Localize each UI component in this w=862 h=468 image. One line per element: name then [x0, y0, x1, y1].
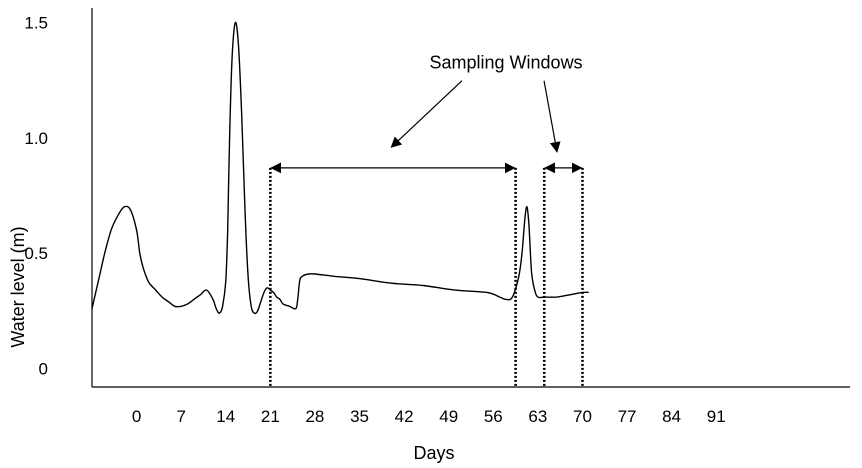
- x-tick-label: 63: [528, 407, 547, 426]
- x-tick-label: 49: [439, 407, 458, 426]
- y-tick-label: 0: [39, 360, 48, 379]
- x-tick-label: 7: [176, 407, 185, 426]
- sampling-windows-annotation: Sampling Windows: [430, 53, 583, 73]
- water-level-series-line: [91, 21, 589, 315]
- plot-layer: 0 0.5 1.0 1.5 0 7 14 21 28 35 42 49 56 63 70 77 84 91: [24, 8, 850, 426]
- x-tick-label: 56: [484, 407, 503, 426]
- x-tick-label: 21: [261, 407, 280, 426]
- x-tick-label: 35: [350, 407, 369, 426]
- x-tick-label: 70: [573, 407, 592, 426]
- x-tick-label: 28: [305, 407, 324, 426]
- x-tick-label: 42: [395, 407, 414, 426]
- x-tick-label: 14: [216, 407, 235, 426]
- x-tick-label: 77: [618, 407, 637, 426]
- x-tick-label: 84: [662, 407, 681, 426]
- y-tick-label: 1.5: [24, 14, 48, 33]
- annotation-pointer-arrow: [390, 80, 463, 148]
- y-tick-label: 1.0: [24, 129, 48, 148]
- x-axis-label: Days: [413, 443, 454, 463]
- x-tick-label: 91: [707, 407, 726, 426]
- x-tick-label: 0: [132, 407, 141, 426]
- y-tick-label: 0.5: [24, 244, 48, 263]
- y-axis-label: Water level (m): [8, 226, 28, 347]
- annotation-pointer-arrow: [543, 80, 561, 153]
